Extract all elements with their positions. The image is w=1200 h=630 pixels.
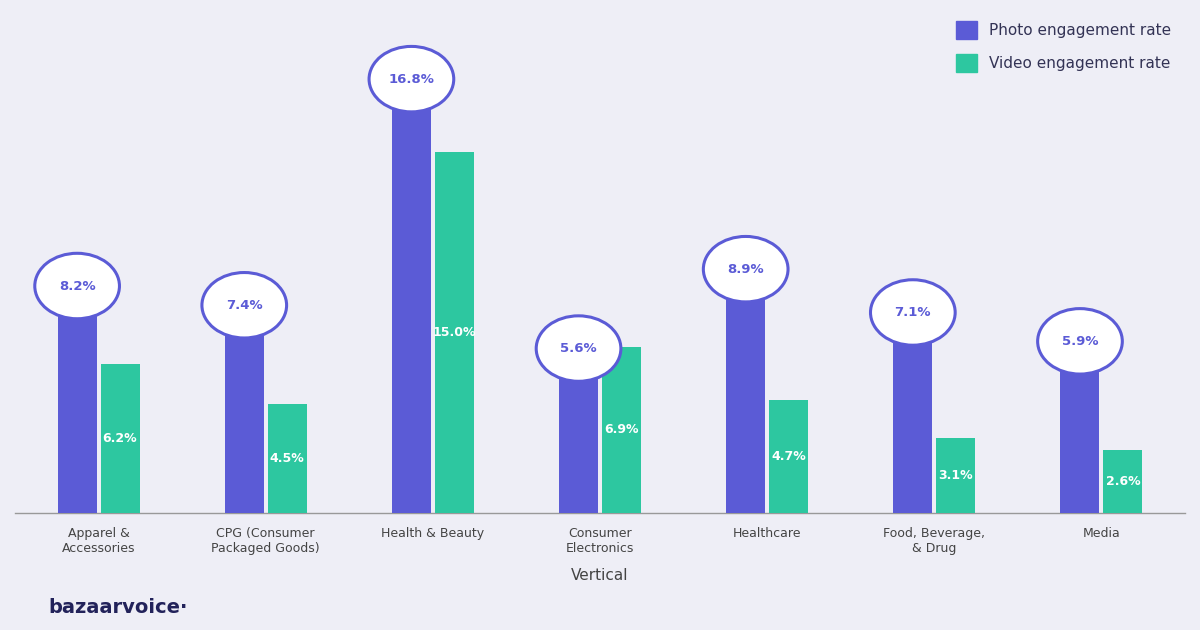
- Bar: [1061, 371, 1099, 513]
- Bar: [1103, 450, 1142, 513]
- Bar: [893, 342, 932, 513]
- Ellipse shape: [370, 47, 454, 112]
- Bar: [602, 346, 641, 513]
- Bar: [392, 108, 431, 513]
- Text: 3.1%: 3.1%: [938, 469, 973, 482]
- Text: 6.2%: 6.2%: [103, 432, 137, 445]
- Legend: Photo engagement rate, Video engagement rate: Photo engagement rate, Video engagement …: [949, 15, 1177, 78]
- Text: 7.4%: 7.4%: [226, 299, 263, 312]
- Text: 2.6%: 2.6%: [1105, 475, 1140, 488]
- Bar: [268, 404, 307, 513]
- Text: 4.7%: 4.7%: [772, 450, 806, 462]
- Text: 5.6%: 5.6%: [560, 342, 596, 355]
- Ellipse shape: [35, 253, 120, 319]
- Text: 8.9%: 8.9%: [727, 263, 764, 276]
- Text: 5.9%: 5.9%: [1062, 335, 1098, 348]
- Ellipse shape: [1038, 309, 1122, 374]
- Ellipse shape: [703, 236, 788, 302]
- Text: 16.8%: 16.8%: [389, 72, 434, 86]
- Bar: [769, 399, 808, 513]
- Bar: [559, 378, 598, 513]
- Ellipse shape: [202, 273, 287, 338]
- Ellipse shape: [536, 316, 620, 381]
- Bar: [58, 316, 97, 513]
- Text: 4.5%: 4.5%: [270, 452, 305, 465]
- Bar: [726, 299, 766, 513]
- Bar: [101, 364, 139, 513]
- Text: bazaarvoice·: bazaarvoice·: [48, 598, 187, 617]
- Bar: [224, 335, 264, 513]
- Text: 7.1%: 7.1%: [894, 306, 931, 319]
- Ellipse shape: [870, 280, 955, 345]
- Text: 15.0%: 15.0%: [432, 326, 476, 339]
- Bar: [434, 152, 474, 513]
- Text: 6.9%: 6.9%: [604, 423, 638, 436]
- Bar: [936, 438, 976, 513]
- X-axis label: Vertical: Vertical: [571, 568, 629, 583]
- Text: 8.2%: 8.2%: [59, 280, 96, 292]
